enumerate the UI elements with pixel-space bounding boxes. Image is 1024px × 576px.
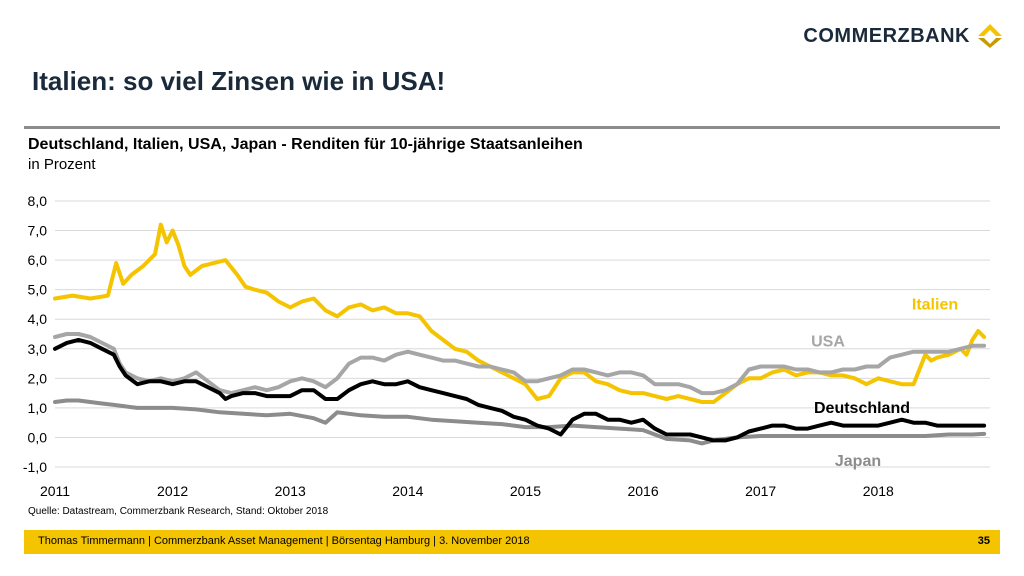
commerzbank-ribbon-icon bbox=[978, 24, 1002, 48]
y-tick-label: 0,0 bbox=[28, 429, 48, 445]
y-tick-label: 5,0 bbox=[28, 282, 48, 298]
legend-label-deutschland: Deutschland bbox=[814, 400, 910, 417]
x-tick-label: 2016 bbox=[627, 483, 658, 499]
line-chart: 8,0 7,0 6,0 5,0 4,0 3,0 2,0 1,0 0,0 -1,0 2011 2012 2… bbox=[23, 193, 990, 499]
series-line-usa bbox=[53, 332, 987, 396]
x-tick-label: 2012 bbox=[157, 483, 188, 499]
y-tick-label: 3,0 bbox=[28, 341, 48, 357]
y-tick-label: 4,0 bbox=[28, 311, 48, 327]
x-tick-label: 2015 bbox=[510, 483, 541, 499]
brand-logo: COMMERZBANK bbox=[803, 22, 1004, 50]
legend-label-usa: USA bbox=[811, 333, 845, 350]
y-tick-label: 8,0 bbox=[28, 193, 48, 209]
page-title: Italien: so viel Zinsen wie in USA! bbox=[32, 66, 446, 96]
series-line-deutschland bbox=[53, 337, 987, 443]
x-tick-label: 2018 bbox=[863, 483, 894, 499]
y-tick-label: 6,0 bbox=[28, 252, 48, 268]
title-divider bbox=[24, 126, 1000, 129]
y-tick-label: -1,0 bbox=[23, 459, 47, 475]
page-number: 35 bbox=[977, 535, 990, 547]
footer-bar: Thomas Timmermann | Commerzbank Asset Ma… bbox=[24, 530, 1000, 554]
legend-label-japan: Japan bbox=[835, 453, 881, 470]
y-tick-label: 7,0 bbox=[28, 223, 48, 239]
y-tick-label: 2,0 bbox=[28, 370, 48, 386]
chart-title: Deutschland, Italien, USA, Japan - Rendi… bbox=[28, 136, 583, 153]
x-tick-label: 2014 bbox=[392, 483, 423, 499]
footer-text: Thomas Timmermann | Commerzbank Asset Ma… bbox=[38, 535, 530, 547]
source-note: Quelle: Datastream, Commerzbank Research… bbox=[28, 506, 329, 517]
legend-label-italien: Italien bbox=[912, 296, 958, 313]
x-tick-label: 2013 bbox=[275, 483, 306, 499]
series-line-japan bbox=[53, 398, 987, 446]
x-tick-label: 2011 bbox=[40, 483, 70, 499]
x-tick-label: 2017 bbox=[745, 483, 776, 499]
y-tick-label: 1,0 bbox=[28, 400, 48, 416]
brand-name: COMMERZBANK bbox=[803, 24, 970, 47]
series-line-italien bbox=[53, 222, 987, 404]
chart-unit: in Prozent bbox=[28, 156, 96, 173]
